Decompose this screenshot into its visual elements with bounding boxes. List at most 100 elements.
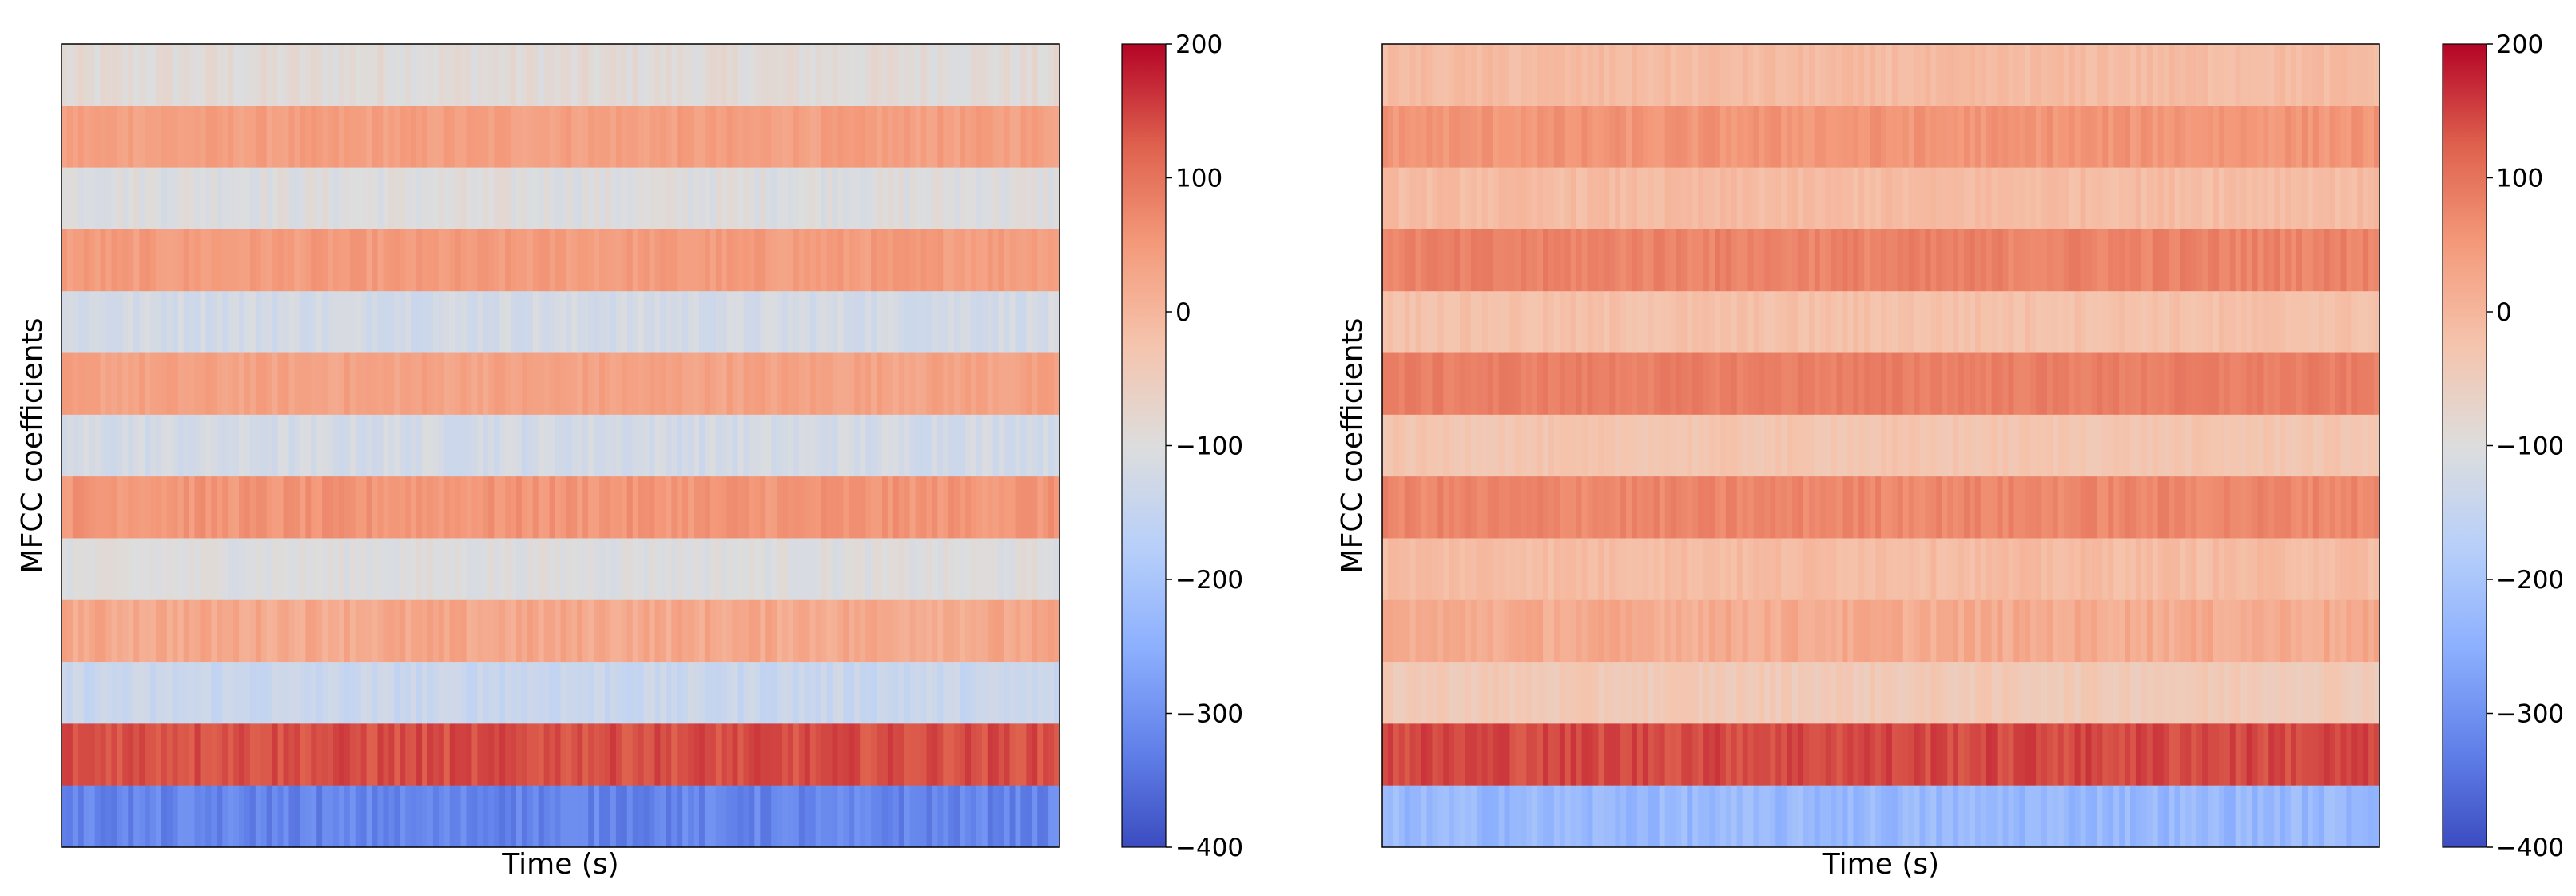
heatmap-cell-mfcc-6: [649, 476, 656, 540]
heatmap-cell-mfcc-12: [2285, 106, 2292, 169]
heatmap-cell-mfcc-6: [145, 476, 151, 540]
heatmap-cell-mfcc-9: [843, 291, 849, 354]
heatmap-cell-mfcc-8: [2085, 352, 2093, 416]
heatmap-cell-mfcc-4: [1615, 599, 1621, 663]
heatmap-cell-mfcc-4: [400, 599, 406, 663]
heatmap-cell-mfcc-5: [543, 538, 551, 601]
heatmap-cell-mfcc-10: [1032, 229, 1038, 292]
heatmap-cell-mfcc-2: [610, 723, 617, 786]
heatmap-cell-mfcc-12: [1004, 106, 1011, 169]
heatmap-cell-mfcc-8: [1870, 352, 1876, 416]
heatmap-cell-mfcc-1: [2312, 785, 2320, 848]
heatmap-cell-mfcc-4: [1636, 599, 1644, 663]
heatmap-cell-mfcc-11: [1387, 167, 1394, 230]
heatmap-cell-mfcc-5: [2229, 538, 2236, 601]
heatmap-cell-mfcc-5: [1753, 538, 1760, 601]
heatmap-cell-mfcc-3: [1548, 662, 1555, 724]
heatmap-cell-mfcc-7: [1481, 414, 1489, 477]
heatmap-cell-mfcc-10: [1426, 229, 1433, 292]
heatmap-cell-mfcc-5: [166, 538, 173, 601]
heatmap-cell-mfcc-5: [2196, 538, 2203, 601]
heatmap-cell-mfcc-11: [976, 167, 983, 230]
heatmap-cell-mfcc-11: [1958, 167, 1965, 230]
heatmap-cell-mfcc-8: [488, 352, 495, 416]
heatmap-cell-mfcc-12: [2351, 106, 2358, 169]
heatmap-cell-mfcc-2: [2274, 723, 2280, 786]
heatmap-cell-mfcc-8: [1509, 352, 1516, 416]
heatmap-cell-mfcc-8: [505, 352, 511, 416]
heatmap-cell-mfcc-10: [1864, 229, 1870, 292]
heatmap-cell-mfcc-4: [2047, 599, 2053, 663]
heatmap-cell-mfcc-6: [383, 476, 389, 540]
heatmap-cell-mfcc-10: [1803, 229, 1810, 292]
heatmap-cell-mfcc-10: [222, 229, 229, 292]
heatmap-cell-mfcc-12: [172, 106, 179, 169]
heatmap-cell-mfcc-5: [1532, 538, 1538, 601]
heatmap-cell-mfcc-11: [948, 167, 955, 230]
heatmap-cell-mfcc-6: [277, 476, 284, 540]
heatmap-cell-mfcc-6: [1681, 476, 1688, 540]
heatmap-cell-mfcc-6: [1709, 476, 1715, 540]
heatmap-cell-mfcc-9: [1991, 291, 1998, 354]
heatmap-cell-mfcc-7: [1919, 414, 1926, 477]
heatmap-cell-mfcc-3: [62, 662, 68, 724]
heatmap-cell-mfcc-6: [94, 476, 101, 540]
heatmap-cell-mfcc-6: [2285, 476, 2292, 540]
heatmap-cell-mfcc-6: [2036, 476, 2042, 540]
heatmap-cell-mfcc-2: [1509, 723, 1516, 786]
heatmap-cell-mfcc-11: [1559, 167, 1566, 230]
heatmap-cell-mfcc-9: [1553, 291, 1560, 354]
heatmap-cell-mfcc-11: [460, 167, 467, 230]
heatmap-cell-mfcc-3: [632, 662, 639, 724]
heatmap-cell-mfcc-10: [266, 229, 273, 292]
heatmap-cell-mfcc-10: [360, 229, 368, 292]
heatmap-cell-mfcc-11: [1004, 167, 1011, 230]
heatmap-cell-mfcc-2: [1015, 723, 1022, 786]
heatmap-cell-mfcc-3: [272, 662, 279, 724]
heatmap-cell-mfcc-11: [2274, 167, 2280, 230]
heatmap-cell-mfcc-2: [826, 723, 833, 786]
heatmap-cell-mfcc-12: [105, 106, 113, 169]
heatmap-cell-mfcc-8: [328, 352, 334, 416]
heatmap-cell-mfcc-1: [532, 785, 539, 848]
heatmap-cell-mfcc-6: [488, 476, 495, 540]
heatmap-cell-mfcc-13: [1564, 44, 1572, 106]
heatmap-cell-mfcc-3: [1858, 662, 1865, 724]
heatmap-cell-mfcc-9: [2174, 291, 2180, 354]
heatmap-cell-mfcc-13: [1015, 44, 1022, 106]
heatmap-cell-mfcc-4: [1642, 599, 1649, 663]
heatmap-cell-mfcc-10: [349, 229, 356, 292]
heatmap-cell-mfcc-1: [2152, 785, 2159, 848]
heatmap-cell-mfcc-7: [588, 414, 594, 477]
heatmap-cell-mfcc-2: [765, 723, 772, 786]
heatmap-cell-mfcc-2: [2280, 723, 2286, 786]
heatmap-cell-mfcc-6: [965, 476, 972, 540]
heatmap-cell-mfcc-6: [1048, 476, 1055, 540]
heatmap-cell-mfcc-4: [228, 599, 234, 663]
heatmap-cell-mfcc-3: [1875, 662, 1882, 724]
heatmap-cell-mfcc-8: [483, 352, 489, 416]
heatmap-cell-mfcc-5: [1598, 538, 1604, 601]
heatmap-cell-mfcc-3: [1831, 662, 1838, 724]
heatmap-cell-mfcc-2: [1460, 723, 1466, 786]
heatmap-cell-mfcc-6: [416, 476, 423, 540]
heatmap-cell-mfcc-13: [1421, 44, 1428, 106]
heatmap-cell-mfcc-9: [826, 291, 833, 354]
heatmap-cell-mfcc-8: [2030, 352, 2037, 416]
heatmap-cell-mfcc-13: [217, 44, 223, 106]
heatmap-cell-mfcc-5: [649, 538, 656, 601]
heatmap-cell-mfcc-3: [2374, 662, 2380, 724]
heatmap-cell-mfcc-12: [782, 106, 789, 169]
heatmap-cell-mfcc-12: [400, 106, 406, 169]
heatmap-cell-mfcc-10: [594, 229, 600, 292]
heatmap-cell-mfcc-13: [948, 44, 955, 106]
heatmap-cell-mfcc-1: [217, 785, 223, 848]
heatmap-cell-mfcc-13: [494, 44, 500, 106]
heatmap-cell-mfcc-12: [965, 106, 972, 169]
heatmap-cell-mfcc-9: [2113, 291, 2120, 354]
heatmap-cell-mfcc-10: [488, 229, 495, 292]
heatmap-cell-mfcc-11: [189, 167, 196, 230]
heatmap-cell-mfcc-10: [2274, 229, 2280, 292]
heatmap-cell-mfcc-7: [2252, 414, 2259, 477]
heatmap-cell-mfcc-12: [2202, 106, 2208, 169]
